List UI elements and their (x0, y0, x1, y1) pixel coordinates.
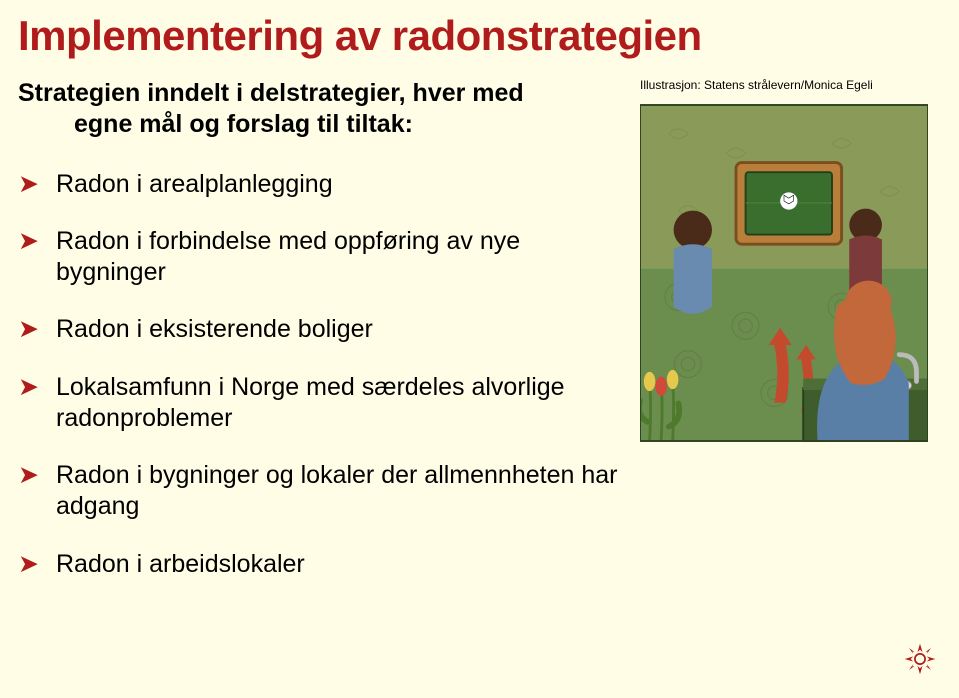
right-column: Illustrasjon: Statens strålevern/Monica … (628, 78, 928, 606)
illustration-credit: Illustrasjon: Statens strålevern/Monica … (640, 78, 928, 92)
content-row: Strategien inndelt i delstrategier, hver… (0, 78, 959, 606)
list-item: Lokalsamfunn i Norge med særdeles alvorl… (18, 372, 628, 435)
list-item: Radon i forbindelse med oppføring av nye… (18, 226, 628, 289)
page-title: Implementering av radonstrategien (0, 0, 959, 78)
list-item: Radon i arealplanlegging (18, 169, 628, 200)
list-item: Radon i arbeidslokaler (18, 549, 628, 580)
bullet-list: Radon i arealplanlegging Radon i forbind… (18, 169, 628, 580)
subheading: Strategien inndelt i delstrategier, hver… (18, 78, 628, 141)
list-item: Radon i eksisterende boliger (18, 314, 628, 345)
subhead-line2: egne mål og forslag til tiltak: (18, 110, 413, 138)
sun-compass-icon (903, 642, 937, 676)
radon-scene-icon (640, 98, 928, 448)
radon-illustration (640, 98, 928, 448)
left-column: Strategien inndelt i delstrategier, hver… (18, 78, 628, 606)
list-item: Radon i bygninger og lokaler der allmenn… (18, 460, 628, 523)
subhead-line1: Strategien inndelt i delstrategier, hver… (18, 79, 524, 107)
